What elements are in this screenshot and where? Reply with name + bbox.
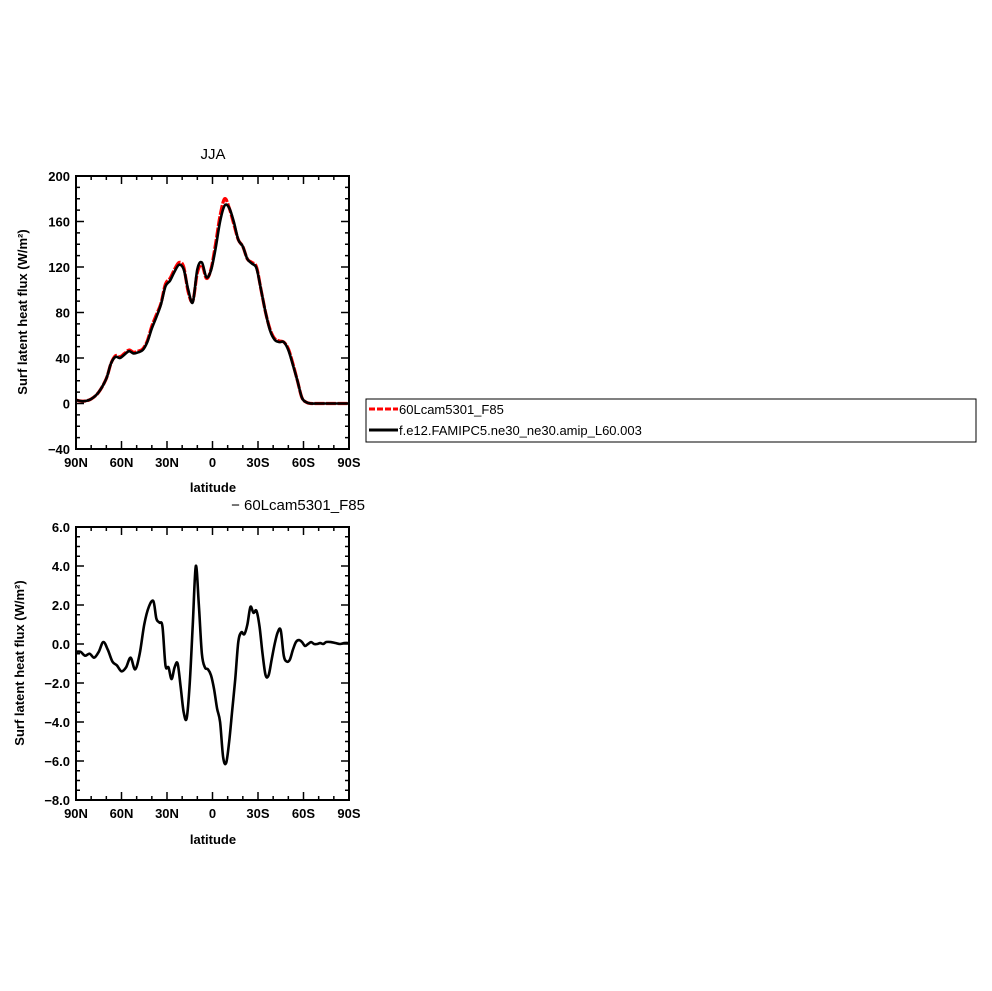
top-series-line-1 [76,203,349,405]
top-chart-title: JJA [200,146,225,163]
legend: 60Lcam5301_F85 f.e12.FAMIPC5.ne30_ne30.a… [365,398,977,443]
top-y-tick-label: 160 [48,215,70,230]
legend-box [365,398,977,443]
bottom-y-tick-label: 6.0 [52,520,70,535]
top-x-tick-label: 90N [64,455,88,470]
top-x-tick-label: 90S [337,455,360,470]
bottom-x-tick-label: 30N [155,806,179,821]
top-y-tick-label: 200 [48,169,70,184]
bottom-y-tick-label: 2.0 [52,598,70,613]
legend-label-60lcam5301: 60Lcam5301_F85 [399,402,504,417]
top-x-tick-label: 60N [110,455,134,470]
bottom-y-tick-label: 4.0 [52,559,70,574]
bottom-y-tick-label: −4.0 [44,715,70,730]
bottom-x-tick-label: 60S [292,806,315,821]
top-series-line-0 [76,196,349,406]
top-x-axis-title: latitude [190,480,236,495]
bottom-x-axis-title: latitude [190,832,236,847]
bottom-plot-frame [75,526,350,801]
top-x-tick-label: 30S [246,455,269,470]
bottom-y-tick-label: −2.0 [44,676,70,691]
bottom-y-axis-title: Surf latent heat flux (W/m²) [12,580,27,745]
bottom-y-tick-label: −6.0 [44,754,70,769]
top-x-tick-label: 60S [292,455,315,470]
top-y-tick-label: 40 [56,351,70,366]
bottom-x-tick-label: 0 [209,806,216,821]
bottom-x-tick-label: 90N [64,806,88,821]
top-x-tick-label: 30N [155,455,179,470]
top-y-tick-label: 120 [48,260,70,275]
bottom-x-tick-label: 90S [337,806,360,821]
legend-label-famipc5: f.e12.FAMIPC5.ne30_ne30.amip_L60.003 [399,423,642,438]
bottom-x-tick-label: 60N [110,806,134,821]
top-plot-area: 90N 60N 30N 0 30S 60S 90S −40 0 40 80 120 160 200 [48,169,361,470]
top-y-tick-label: 0 [63,397,70,412]
bottom-series-line-0 [76,564,349,766]
top-y-tick-label: 80 [56,306,70,321]
bottom-y-tick-label: 0.0 [52,637,70,652]
bottom-y-tick-label: −8.0 [44,793,70,808]
bottom-plot-area: 90N 60N 30N 0 30S 60S 90S −8.0 −6.0 −4.0 −2.0 0.0 2.… [44,520,361,821]
top-plot-frame [75,175,350,450]
top-panel-jja: JJA latitude Surf latent heat flux (W/m²… [15,146,361,495]
top-y-tick-label: −40 [48,442,70,457]
top-x-tick-label: 0 [209,455,216,470]
bottom-chart-title: − 60Lcam5301_F85 [231,497,365,514]
bottom-x-tick-label: 30S [246,806,269,821]
top-y-axis-title: Surf latent heat flux (W/m²) [15,229,30,394]
bottom-panel-difference: − 60Lcam5301_F85 latitude Surf latent he… [12,497,365,847]
